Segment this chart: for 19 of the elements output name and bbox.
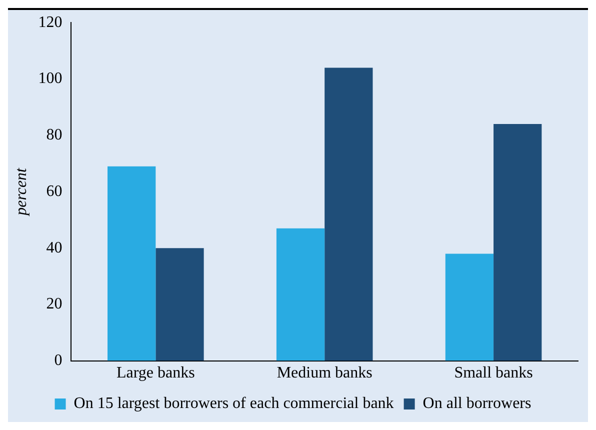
x-tick-label: Small banks — [454, 364, 533, 382]
bar — [494, 124, 542, 361]
y-tick-label: 100 — [38, 70, 62, 88]
y-tick-label: 0 — [54, 352, 62, 370]
legend-label: On all borrowers — [422, 395, 532, 412]
y-axis-title: percent — [12, 167, 30, 216]
legend-label: On 15 largest borrowers of each commercial bank — [74, 395, 394, 412]
y-tick-label: 20 — [46, 296, 62, 313]
y-tick-label: 80 — [46, 126, 62, 144]
bar — [445, 254, 494, 361]
y-tick-label: 120 — [38, 14, 62, 31]
x-tick-label: Medium banks — [276, 364, 372, 382]
y-tick-label: 60 — [46, 182, 62, 200]
bar — [108, 166, 156, 361]
bar — [156, 248, 204, 361]
bar — [276, 228, 325, 361]
x-tick-label: Large banks — [116, 364, 195, 382]
bar — [324, 68, 373, 361]
y-tick-label: 40 — [46, 239, 62, 256]
